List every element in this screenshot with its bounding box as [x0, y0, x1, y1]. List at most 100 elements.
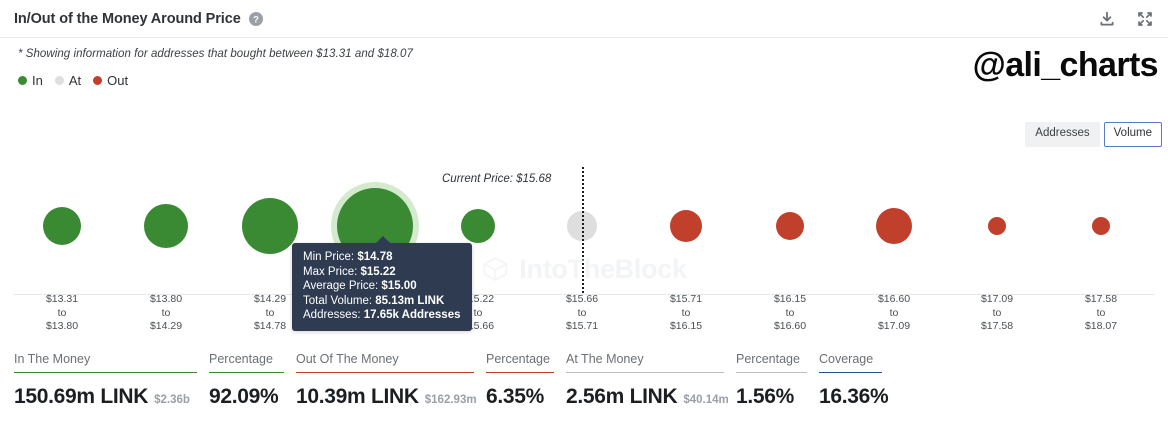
- bubble-in-4[interactable]: [461, 209, 495, 243]
- stat-underline: [566, 372, 724, 373]
- tooltip-row-label: Min Price:: [303, 251, 358, 263]
- stat-value: 150.69m LINK $2.36b: [14, 385, 209, 409]
- legend-dot-in: [18, 76, 27, 85]
- stat-value-main: 16.36%: [819, 385, 889, 408]
- stat-block: At The Money 2.56m LINK $40.14m: [566, 352, 736, 409]
- page-title: In/Out of the Money Around Price: [14, 10, 241, 27]
- chart-baseline: [14, 294, 1154, 295]
- legend-label-in: In: [32, 73, 43, 88]
- stat-value: 92.09%: [209, 385, 296, 409]
- stat-value-main: 6.35%: [486, 385, 545, 408]
- legend-item-out[interactable]: Out: [93, 73, 128, 88]
- tooltip-rows: Min Price: $14.78 Max Price: $15.22 Averag…: [303, 250, 461, 323]
- stat-block: Percentage 1.56%: [736, 352, 819, 409]
- stat-value-sub: $2.36b: [154, 394, 190, 406]
- x-axis-tick-line: $14.29: [149, 320, 183, 332]
- x-axis-tick-line: $16.60: [877, 293, 911, 305]
- tooltip-row-label: Average Price:: [303, 280, 382, 293]
- tooltip-arrow: [376, 236, 390, 243]
- x-axis-tick-line: $13.80: [149, 293, 183, 305]
- x-axis-tick: $13.80 to $14.29: [150, 293, 182, 334]
- x-axis-tick-line: to: [57, 306, 67, 319]
- x-axis-tick: $16.60 to $17.09: [878, 293, 910, 334]
- toggle-addresses-button[interactable]: Addresses: [1025, 122, 1100, 147]
- x-axis-tick-line: to: [1096, 306, 1106, 319]
- x-axis-tick-line: $14.29: [253, 293, 287, 305]
- bubble-out-8[interactable]: [876, 208, 912, 244]
- legend-label-at: At: [68, 73, 82, 88]
- stat-label: Percentage: [486, 352, 550, 366]
- bubble-out-6[interactable]: [670, 210, 702, 242]
- current-price-label: Current Price: $15.68: [442, 173, 552, 185]
- question-circle-icon[interactable]: ?: [248, 11, 263, 26]
- bubble-out-9[interactable]: [988, 217, 1006, 235]
- stat-value-sub: $162.93m: [424, 394, 477, 406]
- tooltip-row-label: Addresses:: [303, 309, 364, 322]
- stat-underline: [819, 372, 882, 373]
- fullscreen-icon[interactable]: [1136, 10, 1154, 28]
- current-price-divider: [582, 167, 584, 293]
- stat-value: 2.56m LINK $40.14m: [566, 385, 736, 409]
- legend-item-at[interactable]: At: [54, 73, 82, 88]
- summary-stats: In The Money 150.69m LINK $2.36b Percentage…: [14, 352, 1154, 409]
- bubble-in-1[interactable]: [144, 204, 188, 248]
- bubble-chart: Current Price: $15.68: [0, 150, 1168, 295]
- stat-value-main: 2.56m LINK: [566, 385, 678, 408]
- x-axis-tick-line: $17.58: [1084, 293, 1118, 305]
- chart-header: In/Out of the Money Around Price ?: [0, 0, 1168, 38]
- stat-value-main: 10.39m LINK: [296, 385, 419, 408]
- x-axis-tick-line: $16.60: [773, 320, 807, 332]
- tooltip-row-value: 85.13m LINK: [375, 294, 445, 307]
- stat-underline: [486, 372, 554, 373]
- x-axis-tick-line: to: [161, 306, 171, 319]
- stat-label: Coverage: [819, 352, 874, 366]
- svg-text:?: ?: [253, 14, 259, 25]
- chart-subtitle: * Showing information for addresses that…: [18, 48, 413, 60]
- stat-value: 16.36%: [819, 385, 894, 409]
- bubble-in-2[interactable]: [242, 198, 298, 254]
- stat-underline: [736, 372, 807, 373]
- stat-label: In The Money: [14, 352, 91, 366]
- chart-subhead: * Showing information for addresses that…: [0, 38, 1168, 88]
- x-axis-tick: $14.29 to $14.78: [254, 293, 286, 334]
- bubble-out-7[interactable]: [776, 212, 804, 240]
- x-axis-tick-line: to: [889, 306, 899, 319]
- stat-block: Percentage 6.35%: [486, 352, 566, 409]
- stat-label: At The Money: [566, 352, 644, 366]
- x-axis-tick-line: $15.66: [565, 293, 599, 305]
- tooltip-row-value: $14.78: [357, 251, 393, 263]
- tooltip-row-label: Total Volume:: [303, 294, 376, 307]
- x-axis-tick: $17.09 to $17.58: [981, 293, 1013, 334]
- legend-label-out: Out: [107, 73, 129, 88]
- stat-value-main: 150.69m LINK: [14, 385, 149, 408]
- tooltip-row: Addresses: 17.65k Addresses: [303, 308, 461, 323]
- tooltip-row: Min Price: $14.78: [303, 250, 461, 265]
- legend-item-in[interactable]: In: [18, 73, 43, 88]
- bubble-tooltip: Min Price: $14.78 Max Price: $15.22 Averag…: [292, 236, 472, 331]
- stat-underline: [209, 372, 284, 373]
- x-axis-tick-line: $17.58: [980, 320, 1014, 332]
- stat-label: Percentage: [736, 352, 800, 366]
- stat-block: Coverage 16.36%: [819, 352, 894, 409]
- x-axis-tick-line: to: [265, 306, 275, 319]
- x-axis-tick: $16.15 to $16.60: [774, 293, 806, 334]
- stat-value: 10.39m LINK $162.93m: [296, 385, 486, 409]
- stat-underline: [14, 372, 197, 373]
- legend-dot-out: [93, 76, 103, 85]
- metric-toggle-group: Addresses Volume: [1025, 122, 1162, 147]
- tooltip-row: Total Volume: 85.13m LINK: [303, 294, 461, 309]
- toggle-volume-button[interactable]: Volume: [1103, 122, 1162, 147]
- x-axis-tick-line: $13.31: [45, 293, 79, 305]
- download-icon[interactable]: [1098, 10, 1116, 28]
- x-axis-tick-line: $15.71: [669, 293, 703, 305]
- x-axis-tick: $15.66 to $15.71: [566, 293, 598, 334]
- x-axis-tick: $15.71 to $16.15: [670, 293, 702, 334]
- x-axis-tick: $17.58 to $18.07: [1085, 293, 1117, 334]
- bubble-out-10[interactable]: [1092, 217, 1110, 235]
- bubble-in-0[interactable]: [43, 207, 81, 245]
- tooltip-row-label: Max Price:: [303, 265, 361, 278]
- stat-block: In The Money 150.69m LINK $2.36b: [14, 352, 209, 409]
- x-axis-tick-line: $18.07: [1084, 320, 1118, 332]
- stat-value: 1.56%: [736, 385, 819, 409]
- stat-value-main: 1.56%: [736, 385, 795, 408]
